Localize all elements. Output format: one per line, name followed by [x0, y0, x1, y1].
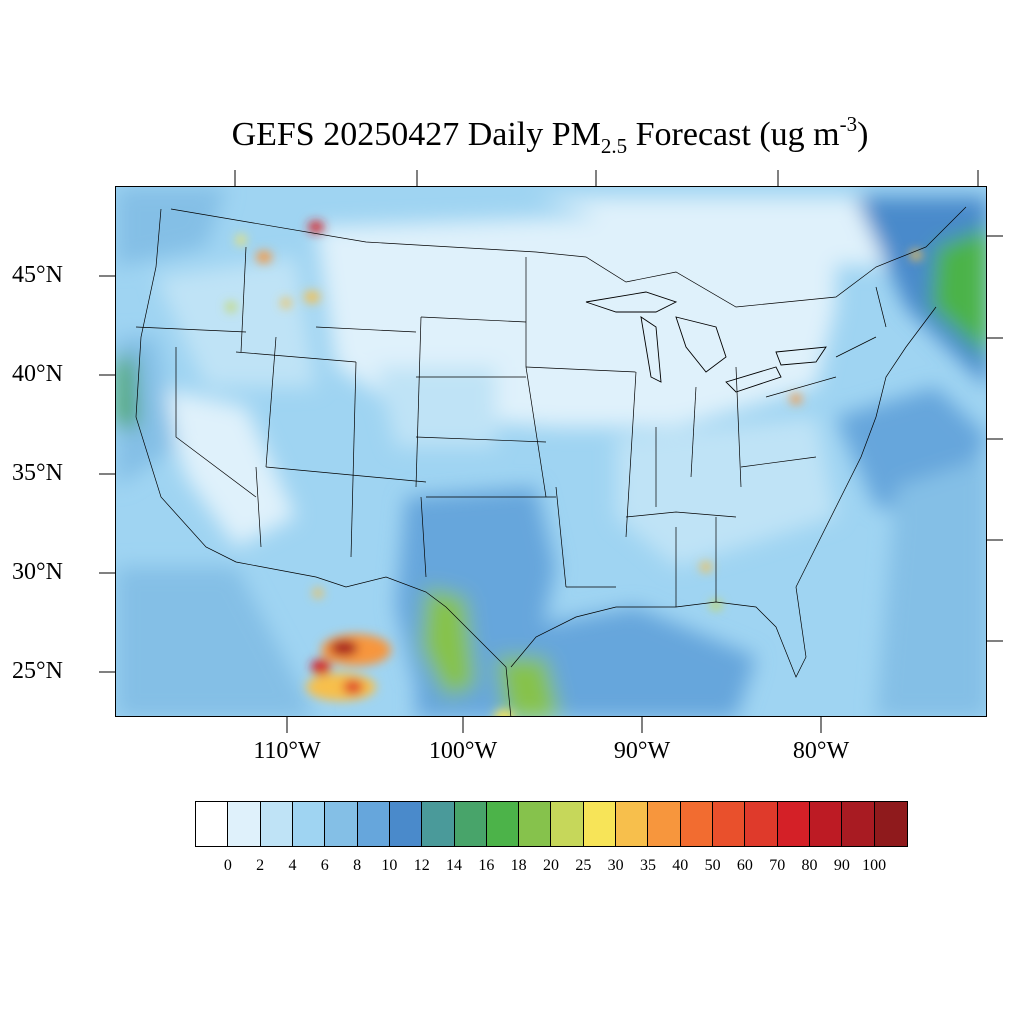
colorbar-label: 0 — [223, 857, 232, 874]
lat-label-25: 25°N — [12, 658, 63, 684]
colorbar-label: 80 — [801, 857, 818, 874]
title-close: ) — [857, 116, 869, 153]
colorbar-label: 25 — [575, 857, 592, 874]
colorbar-label: 60 — [736, 857, 753, 874]
colorbar-swatch — [583, 802, 617, 846]
colorbar-swatch — [260, 802, 293, 846]
colorbar-swatch — [842, 802, 875, 846]
colorbar-swatch — [357, 802, 390, 846]
lon-label-90: 90°W — [613, 738, 671, 764]
colorbar-swatch — [325, 802, 358, 846]
map-canvas — [116, 187, 986, 716]
colorbar-swatch — [745, 802, 778, 846]
colorbar-swatch — [486, 802, 520, 846]
colorbar-swatch — [196, 802, 229, 846]
lon-label-110: 110°W — [253, 738, 321, 764]
colorbar-label: 4 — [288, 857, 297, 874]
colorbar-label: 70 — [769, 857, 786, 874]
title-rest: Forecast (ug m — [627, 116, 840, 153]
forecast-map — [115, 186, 987, 717]
lat-label-40: 40°N — [12, 361, 63, 387]
colorbar — [195, 801, 908, 847]
colorbar-label: 10 — [381, 857, 398, 874]
colorbar-swatch — [616, 802, 649, 846]
lon-label-100: 100°W — [428, 738, 498, 764]
colorbar-swatch — [228, 802, 261, 846]
colorbar-label: 18 — [510, 857, 527, 874]
colorbar-label: 100 — [862, 857, 887, 874]
colorbar-swatch — [648, 802, 681, 846]
title-main: GEFS 20250427 Daily PM — [231, 116, 601, 153]
pm25-field — [116, 187, 986, 716]
colorbar-label: 6 — [320, 857, 329, 874]
great-lakes — [585, 291, 827, 393]
lat-label-35: 35°N — [12, 460, 63, 486]
colorbar-swatch — [422, 802, 455, 846]
colorbar-swatch — [389, 802, 423, 846]
colorbar-swatch — [680, 802, 713, 846]
colorbar-label: 14 — [446, 857, 463, 874]
colorbar-label: 16 — [478, 857, 495, 874]
title-superscript: -3 — [839, 112, 858, 136]
colorbar-label: 2 — [256, 857, 265, 874]
colorbar-swatch — [551, 802, 584, 846]
colorbar-label: 50 — [704, 857, 721, 874]
colorbar-swatch — [292, 802, 326, 846]
title-subscript: 2.5 — [600, 134, 628, 158]
colorbar-swatch — [454, 802, 487, 846]
colorbar-label: 20 — [543, 857, 559, 874]
colorbar-label: 8 — [353, 857, 362, 874]
colorbar-swatch — [519, 802, 552, 846]
colorbar-label: 35 — [639, 857, 656, 874]
colorbar-swatch — [777, 802, 810, 846]
colorbar-swatch — [874, 802, 907, 846]
colorbar-label: 40 — [672, 857, 689, 874]
colorbar-swatch — [713, 802, 746, 846]
colorbar-label: 12 — [413, 857, 430, 874]
pm25-hotspots — [226, 221, 922, 716]
lat-label-30: 30°N — [12, 559, 63, 585]
boundary-lines — [135, 206, 967, 716]
lon-label-80: 80°W — [792, 738, 850, 764]
lat-label-45: 45°N — [12, 262, 63, 288]
colorbar-label: 30 — [607, 857, 624, 874]
colorbar-swatch — [809, 802, 843, 846]
colorbar-label: 90 — [833, 857, 850, 874]
map-title: GEFS 20250427 Daily PM2.5 Forecast (ug m… — [0, 112, 1024, 159]
